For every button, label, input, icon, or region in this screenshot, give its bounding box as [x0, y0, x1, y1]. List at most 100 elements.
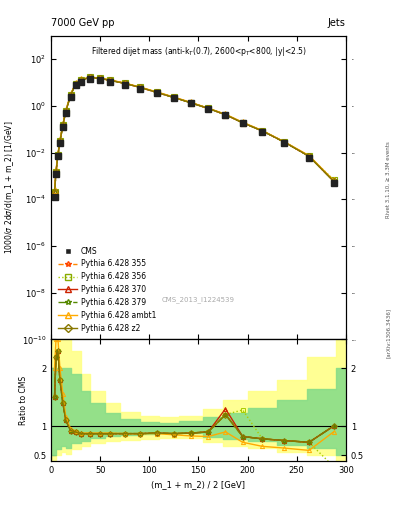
Pythia 6.428 370: [58, 138, 62, 144]
Pythia 6.428 379: [189, 100, 193, 106]
Pythia 6.428 370: [189, 100, 193, 106]
Pythia 6.428 355: [98, 75, 103, 81]
Pythia 6.428 z2: [241, 120, 245, 126]
Pythia 6.428 356: [58, 138, 62, 144]
Pythia 6.428 379: [73, 80, 78, 87]
Pythia 6.428 379: [68, 92, 73, 98]
CMS: [282, 140, 287, 146]
Pythia 6.428 355: [53, 169, 59, 175]
Pythia 6.428 ambt1: [223, 111, 228, 117]
Pythia 6.428 356: [307, 153, 311, 159]
Pythia 6.428 ambt1: [307, 153, 311, 159]
Y-axis label: 1000/$\sigma$ 2d$\sigma$/d(m_1 + m_2) [1/GeV]: 1000/$\sigma$ 2d$\sigma$/d(m_1 + m_2) [1…: [3, 121, 16, 254]
Pythia 6.428 ambt1: [331, 177, 336, 183]
CMS: [61, 124, 65, 131]
CMS: [58, 140, 62, 146]
Line: Pythia 6.428 379: Pythia 6.428 379: [52, 75, 336, 195]
Pythia 6.428 356: [172, 94, 176, 100]
Pythia 6.428 z2: [206, 105, 211, 112]
Pythia 6.428 ambt1: [206, 105, 211, 111]
Pythia 6.428 379: [241, 120, 245, 126]
Pythia 6.428 370: [282, 139, 287, 145]
Pythia 6.428 z2: [282, 139, 287, 145]
Pythia 6.428 356: [98, 75, 103, 81]
Pythia 6.428 379: [331, 178, 336, 184]
Pythia 6.428 356: [88, 74, 93, 80]
Line: Pythia 6.428 370: Pythia 6.428 370: [52, 75, 336, 195]
Pythia 6.428 355: [137, 84, 142, 90]
CMS: [189, 100, 193, 106]
Pythia 6.428 ambt1: [73, 80, 78, 86]
Pythia 6.428 370: [73, 80, 78, 87]
CMS: [73, 82, 78, 88]
Line: Pythia 6.428 355: Pythia 6.428 355: [52, 75, 336, 195]
Text: [arXiv:1306.3436]: [arXiv:1306.3436]: [386, 308, 391, 358]
Pythia 6.428 379: [58, 138, 62, 144]
Y-axis label: Ratio to CMS: Ratio to CMS: [18, 375, 28, 424]
Pythia 6.428 355: [331, 178, 336, 184]
Pythia 6.428 370: [260, 128, 265, 134]
Pythia 6.428 379: [52, 189, 57, 196]
Pythia 6.428 355: [61, 122, 65, 128]
Line: Pythia 6.428 356: Pythia 6.428 356: [52, 75, 336, 195]
Legend: CMS, Pythia 6.428 355, Pythia 6.428 356, Pythia 6.428 370, Pythia 6.428 379, Pyt: CMS, Pythia 6.428 355, Pythia 6.428 356,…: [55, 244, 159, 335]
Pythia 6.428 355: [223, 112, 228, 118]
Pythia 6.428 370: [108, 77, 112, 83]
Pythia 6.428 355: [52, 189, 57, 196]
CMS: [56, 153, 61, 159]
Pythia 6.428 355: [282, 139, 287, 145]
Pythia 6.428 370: [52, 189, 57, 196]
Pythia 6.428 370: [64, 108, 68, 114]
Pythia 6.428 370: [154, 89, 159, 95]
Pythia 6.428 379: [172, 94, 176, 100]
Pythia 6.428 356: [56, 152, 61, 158]
Pythia 6.428 355: [58, 138, 62, 144]
Pythia 6.428 379: [64, 108, 68, 114]
Pythia 6.428 356: [137, 84, 142, 90]
Pythia 6.428 ambt1: [123, 80, 127, 86]
Pythia 6.428 355: [189, 100, 193, 106]
Pythia 6.428 z2: [108, 77, 112, 83]
Pythia 6.428 z2: [52, 189, 57, 196]
Pythia 6.428 ambt1: [154, 89, 159, 95]
Pythia 6.428 379: [260, 128, 265, 134]
CMS: [154, 90, 159, 96]
Pythia 6.428 370: [56, 152, 61, 158]
Pythia 6.428 379: [98, 75, 103, 81]
Pythia 6.428 370: [98, 75, 103, 81]
Pythia 6.428 356: [189, 100, 193, 106]
Pythia 6.428 z2: [73, 80, 78, 87]
Pythia 6.428 379: [307, 153, 311, 159]
Pythia 6.428 370: [61, 122, 65, 128]
Pythia 6.428 370: [88, 74, 93, 80]
Pythia 6.428 356: [223, 112, 228, 118]
Pythia 6.428 ambt1: [137, 84, 142, 90]
Pythia 6.428 370: [241, 120, 245, 126]
Pythia 6.428 ambt1: [241, 119, 245, 125]
Pythia 6.428 z2: [53, 169, 59, 175]
Pythia 6.428 z2: [307, 153, 311, 159]
Pythia 6.428 370: [78, 77, 83, 83]
Pythia 6.428 ambt1: [64, 107, 68, 113]
Pythia 6.428 ambt1: [52, 187, 57, 193]
Pythia 6.428 379: [56, 152, 61, 158]
Pythia 6.428 355: [78, 77, 83, 83]
Pythia 6.428 356: [123, 80, 127, 87]
Pythia 6.428 z2: [58, 138, 62, 144]
Pythia 6.428 355: [260, 128, 265, 134]
Line: Pythia 6.428 z2: Pythia 6.428 z2: [52, 75, 336, 195]
Pythia 6.428 356: [154, 89, 159, 95]
Pythia 6.428 356: [241, 120, 245, 126]
Pythia 6.428 356: [68, 92, 73, 98]
Text: Rivet 3.1.10, ≥ 3.3M events: Rivet 3.1.10, ≥ 3.3M events: [386, 141, 391, 218]
Pythia 6.428 370: [137, 84, 142, 90]
Pythia 6.428 355: [56, 152, 61, 158]
Text: Jets: Jets: [328, 18, 346, 28]
Pythia 6.428 z2: [154, 89, 159, 95]
Line: Pythia 6.428 ambt1: Pythia 6.428 ambt1: [52, 74, 336, 193]
Pythia 6.428 z2: [260, 128, 265, 134]
Pythia 6.428 ambt1: [282, 139, 287, 145]
Pythia 6.428 356: [61, 122, 65, 128]
X-axis label: (m_1 + m_2) / 2 [GeV]: (m_1 + m_2) / 2 [GeV]: [151, 480, 246, 489]
Pythia 6.428 356: [108, 77, 112, 83]
